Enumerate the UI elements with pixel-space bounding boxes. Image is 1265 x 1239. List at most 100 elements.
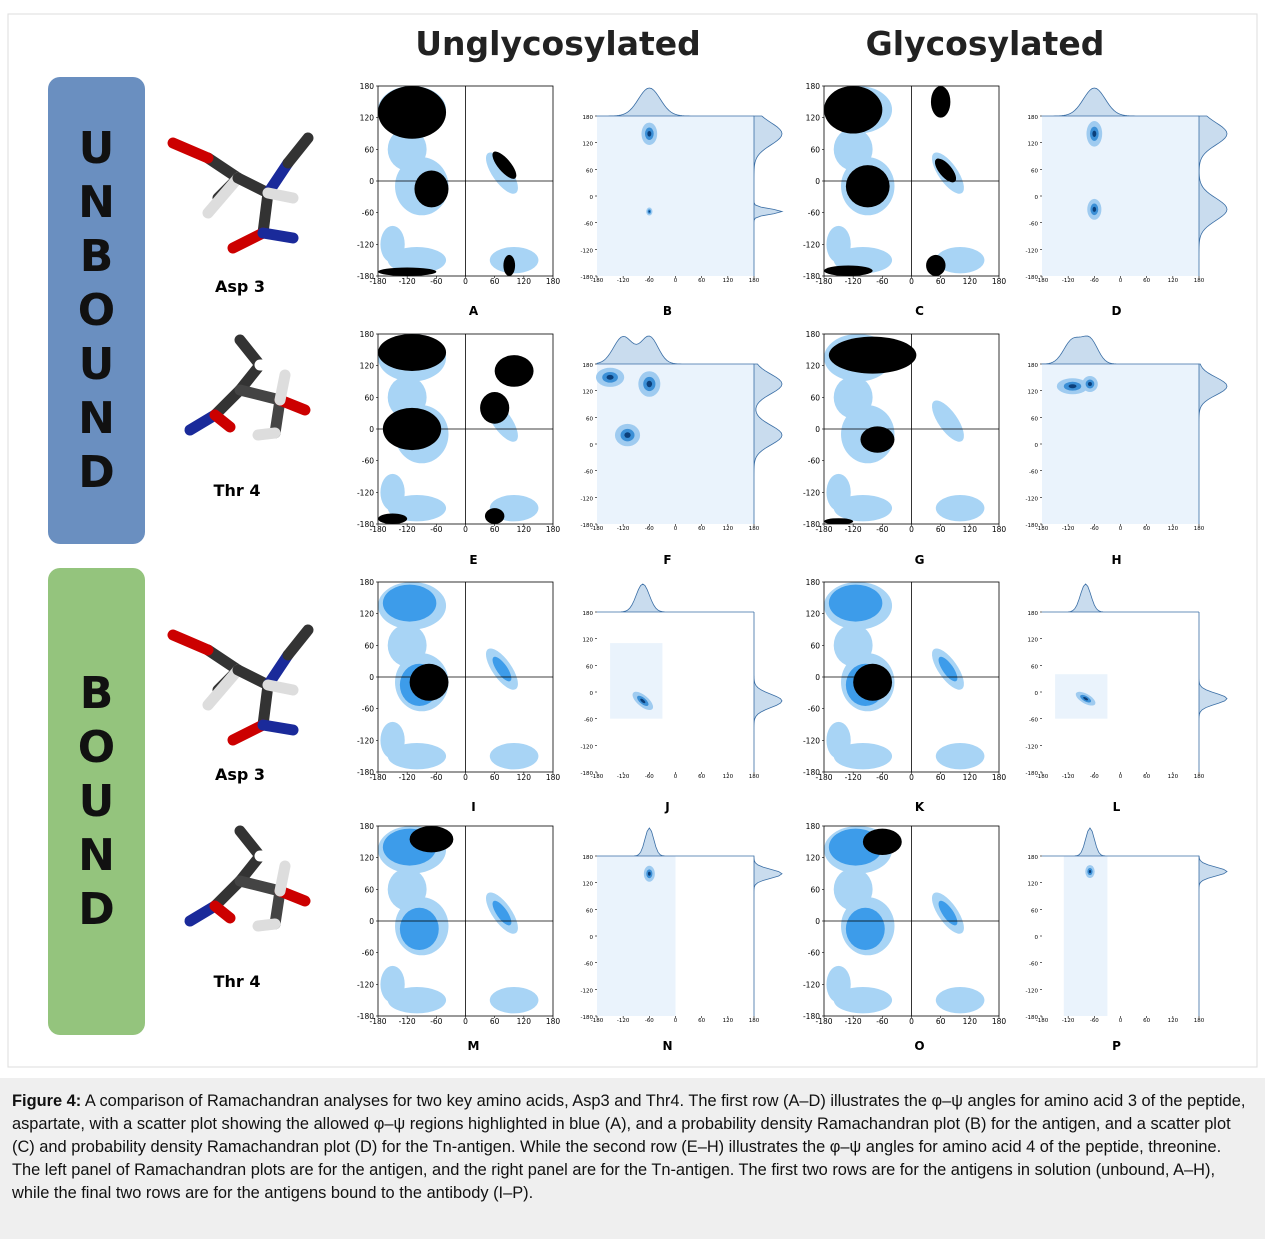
y-tick-label: -120 bbox=[1026, 988, 1039, 994]
allowed-region bbox=[380, 722, 404, 759]
y-tick-label: 0 bbox=[369, 425, 374, 434]
molecule bbox=[173, 630, 308, 740]
x-tick-label: -60 bbox=[645, 1018, 654, 1024]
y-tick-label: -180 bbox=[357, 768, 374, 777]
density-core bbox=[607, 375, 614, 380]
panel-letter: P bbox=[1112, 1039, 1121, 1053]
x-tick-label: -60 bbox=[645, 278, 654, 284]
favored-region bbox=[383, 585, 436, 622]
y-tick-label: 120 bbox=[806, 114, 821, 123]
allowed-region bbox=[834, 128, 873, 170]
y-tick-label: -120 bbox=[803, 240, 820, 249]
y-tick-label: -120 bbox=[803, 980, 820, 989]
y-tick-label: -120 bbox=[357, 980, 374, 989]
y-tick-label: -120 bbox=[1026, 496, 1039, 502]
panel-letter: G bbox=[915, 553, 925, 567]
y-tick-label: -180 bbox=[803, 520, 820, 529]
density-core bbox=[647, 131, 651, 137]
residue-label: Thr 4 bbox=[214, 972, 261, 991]
y-tick-label: -180 bbox=[1026, 1015, 1039, 1021]
y-tick-label: 120 bbox=[806, 854, 821, 863]
allowed-region bbox=[380, 474, 404, 511]
dihedral-cloud bbox=[485, 508, 504, 524]
y-tick-label: 120 bbox=[360, 854, 375, 863]
allowed-region bbox=[490, 743, 539, 769]
x-tick-label: -120 bbox=[1062, 526, 1075, 532]
y-tick-label: -60 bbox=[584, 222, 593, 228]
page: Asp 3Thr 4Asp 3Thr 4-180-180-120-120-60-… bbox=[0, 0, 1265, 1239]
density-bg bbox=[597, 856, 676, 1016]
x-tick-label: -120 bbox=[1062, 1018, 1075, 1024]
y-tick-label: -180 bbox=[581, 523, 594, 529]
x-tick-label: 60 bbox=[490, 277, 500, 286]
y-tick-label: 180 bbox=[806, 822, 821, 831]
bond bbox=[173, 143, 208, 158]
bond bbox=[263, 725, 293, 730]
y-tick-label: 60 bbox=[810, 641, 820, 650]
bond bbox=[263, 233, 293, 238]
x-tick-label: -60 bbox=[876, 773, 888, 782]
x-tick-label: -120 bbox=[845, 525, 862, 534]
marginal-phi bbox=[597, 88, 754, 116]
y-tick-label: -60 bbox=[362, 209, 374, 218]
y-tick-label: -180 bbox=[1026, 771, 1039, 777]
x-tick-label: 60 bbox=[490, 1017, 500, 1026]
allowed-region bbox=[834, 868, 873, 910]
y-tick-label: 0 bbox=[1035, 195, 1039, 201]
allowed-region bbox=[936, 987, 985, 1013]
x-tick-label: 0 bbox=[674, 774, 678, 780]
x-tick-label: 60 bbox=[698, 1018, 705, 1024]
y-tick-label: 120 bbox=[583, 142, 594, 148]
y-tick-label: -120 bbox=[581, 988, 594, 994]
panel-letter: M bbox=[468, 1039, 480, 1053]
y-tick-label: 0 bbox=[1035, 935, 1039, 941]
scatter-area bbox=[824, 826, 984, 1013]
y-tick-label: -60 bbox=[808, 705, 820, 714]
residue-label: Asp 3 bbox=[215, 765, 265, 784]
y-tick-label: 60 bbox=[1031, 908, 1038, 914]
dihedral-cloud bbox=[926, 255, 945, 276]
panel-letter: N bbox=[662, 1039, 672, 1053]
y-tick-label: 0 bbox=[590, 935, 594, 941]
scatter-area bbox=[378, 582, 538, 769]
y-tick-label: 180 bbox=[360, 578, 375, 587]
y-tick-label: 0 bbox=[369, 177, 374, 186]
marginal-psi bbox=[754, 856, 782, 1016]
density-core bbox=[648, 872, 651, 876]
x-tick-label: 120 bbox=[963, 277, 978, 286]
y-tick-label: -60 bbox=[584, 470, 593, 476]
y-tick-label: 0 bbox=[1035, 443, 1039, 449]
x-tick-label: -60 bbox=[430, 773, 442, 782]
x-tick-label: 0 bbox=[463, 525, 468, 534]
y-tick-label: -60 bbox=[584, 718, 593, 724]
x-tick-label: -60 bbox=[430, 525, 442, 534]
x-tick-label: 0 bbox=[1119, 1018, 1123, 1024]
dihedral-cloud bbox=[863, 829, 902, 855]
caption: Figure 4: A comparison of Ramachandran a… bbox=[0, 1078, 1265, 1239]
y-tick-label: 0 bbox=[815, 673, 820, 682]
bond bbox=[208, 178, 238, 213]
scatter-area bbox=[824, 582, 984, 769]
dihedral-cloud bbox=[414, 170, 448, 207]
dihedral-cloud bbox=[931, 86, 950, 118]
x-tick-label: 60 bbox=[698, 526, 705, 532]
dihedral-cloud bbox=[824, 86, 882, 134]
x-tick-label: 180 bbox=[749, 526, 760, 532]
marginal-psi bbox=[754, 116, 782, 276]
panel-letter: B bbox=[663, 304, 672, 318]
density-core bbox=[1069, 384, 1077, 388]
allowed-region bbox=[388, 624, 427, 666]
x-tick-label: -60 bbox=[430, 1017, 442, 1026]
y-tick-label: -120 bbox=[1026, 744, 1039, 750]
header-left: Unglycosylated bbox=[415, 24, 700, 63]
bond bbox=[268, 685, 293, 690]
y-tick-label: -120 bbox=[357, 488, 374, 497]
x-tick-label: 120 bbox=[963, 1017, 978, 1026]
x-tick-label: -60 bbox=[1090, 526, 1099, 532]
x-tick-label: 120 bbox=[517, 1017, 532, 1026]
y-tick-label: 120 bbox=[1028, 882, 1039, 888]
x-tick-label: 60 bbox=[936, 277, 946, 286]
y-tick-label: -60 bbox=[1029, 718, 1038, 724]
y-tick-label: -120 bbox=[357, 240, 374, 249]
x-tick-label: 60 bbox=[1143, 278, 1150, 284]
